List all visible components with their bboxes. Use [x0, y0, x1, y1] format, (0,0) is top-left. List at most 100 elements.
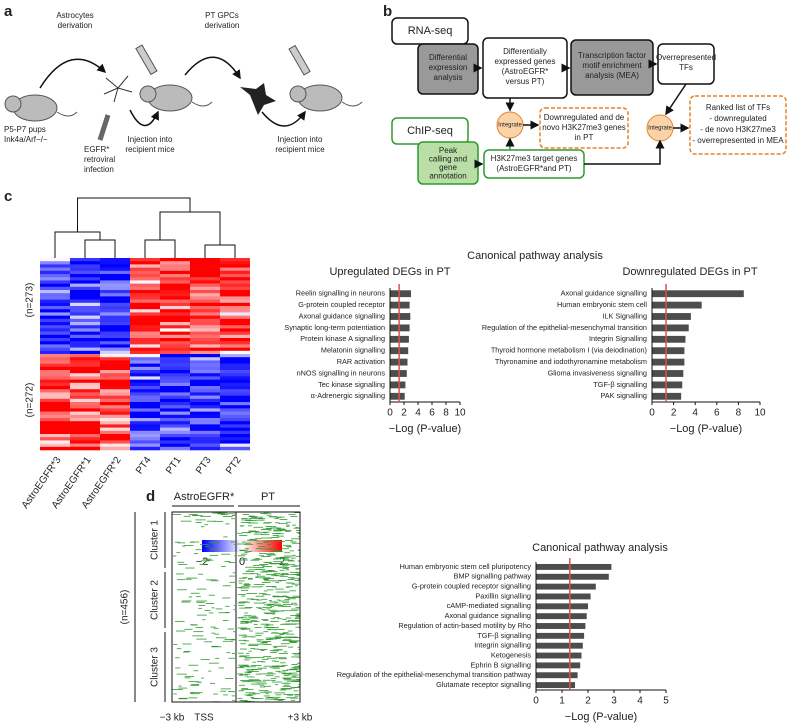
heatmap-cell — [100, 354, 130, 358]
heatmap-cell — [40, 309, 70, 313]
heatmap-cell — [100, 344, 130, 348]
chart-title: Upregulated DEGs in PT — [329, 266, 450, 278]
panel-label: c — [4, 188, 12, 205]
heatmap-cell — [190, 280, 220, 284]
category-label: Melatonin signalling — [321, 346, 385, 355]
heatmap-cell — [100, 306, 130, 310]
heatmap-cell — [40, 322, 70, 326]
heatmap-cell — [190, 373, 220, 377]
category-label: Glutamate receptor signalling — [436, 680, 531, 689]
heatmap-cell — [70, 414, 100, 419]
heatmap-cell — [70, 421, 100, 425]
heatmap-cell — [190, 318, 220, 323]
bar — [536, 583, 596, 590]
heatmap-cell — [190, 293, 220, 297]
bar — [652, 335, 686, 343]
heatmap-cell — [100, 322, 130, 326]
heatmap-cell — [40, 430, 70, 435]
heatmap-cell — [160, 427, 190, 432]
heatmap-cell — [220, 350, 250, 355]
heatmap-cell — [160, 379, 190, 384]
heatmap-cell — [130, 274, 160, 278]
category-label: Regulation of the epithelial-mesenchymal… — [482, 323, 647, 332]
heatmap-cell — [220, 328, 250, 332]
mouse-tail — [341, 101, 363, 107]
heatmap-cell — [40, 334, 70, 339]
heatmap-cell — [190, 366, 220, 371]
category-label: α-Adrenergic signalling — [311, 391, 385, 400]
heatmap-cell — [160, 261, 190, 265]
bar — [536, 603, 588, 610]
heatmap-cell — [70, 277, 100, 281]
heatmap-cell — [160, 402, 190, 406]
heatmap-cell — [220, 331, 250, 336]
heatmap-cell — [220, 293, 250, 297]
heatmap-cell — [70, 411, 100, 416]
category-label: Human embryonic stem cell pluripotency — [400, 562, 532, 571]
heatmap-cell — [100, 299, 130, 304]
heatmap-cell — [160, 430, 190, 435]
heatmap-cell — [220, 402, 250, 406]
heatmap-cell — [100, 437, 130, 441]
heatmap-cell — [190, 370, 220, 374]
heatmap-cell — [100, 315, 130, 320]
heatmap-cell — [190, 357, 220, 361]
heatmap-cell — [220, 437, 250, 441]
heatmap-cell — [100, 274, 130, 278]
heatmap-cell — [130, 360, 160, 364]
heatmap-cell — [100, 296, 130, 300]
bar — [390, 392, 405, 400]
heatmap-cell — [70, 354, 100, 358]
heatmap-cell — [160, 347, 190, 352]
heatmap-cell — [220, 312, 250, 316]
heatmap-cell — [130, 338, 160, 342]
heatmap-cell — [100, 376, 130, 380]
heatmap-cell — [190, 392, 220, 396]
bar — [390, 381, 406, 389]
heatmap-cell — [130, 261, 160, 265]
heatmap-cell — [100, 411, 130, 416]
heatmap-cell — [130, 350, 160, 355]
heatmap-cell — [160, 411, 190, 416]
heatmap-cell — [70, 446, 100, 451]
heatmap-cell — [190, 299, 220, 304]
heatmap-cell — [160, 318, 190, 323]
heatmap-cell — [70, 386, 100, 390]
heatmap-cell — [70, 315, 100, 320]
mouse-tail — [191, 101, 213, 107]
heatmap-cell — [40, 306, 70, 310]
label: +3 kb — [288, 713, 313, 724]
mouse-head — [139, 85, 157, 103]
x-tick-label: 8 — [443, 408, 449, 419]
gpc — [240, 83, 276, 115]
heatmap-cell — [130, 341, 160, 345]
heatmap-cell — [130, 411, 160, 416]
bar — [536, 593, 591, 600]
label: −3 kb — [160, 713, 185, 724]
heatmap-cell — [40, 402, 70, 406]
heatmap-cell — [70, 360, 100, 364]
label: Ink4a/Arf−/− — [4, 135, 48, 144]
syringe — [288, 44, 311, 76]
heatmap-cell — [40, 261, 70, 265]
heatmap-cell — [190, 296, 220, 300]
x-tick-label: 4 — [415, 408, 421, 419]
heatmap-cell — [100, 434, 130, 438]
heatmap-cell — [190, 354, 220, 358]
heatmap-cell — [40, 286, 70, 291]
heatmap-cell — [40, 446, 70, 451]
x-tick-label: 6 — [429, 408, 435, 419]
heatmap-cell — [70, 309, 100, 313]
heatmap-cell — [160, 357, 190, 361]
heatmap-cell — [70, 437, 100, 441]
heatmap-cell — [40, 267, 70, 272]
heatmap-cell — [190, 402, 220, 406]
heatmap-cell — [70, 331, 100, 336]
heatmap-cell — [100, 286, 130, 291]
heatmap-cell — [190, 277, 220, 281]
heatmap-cell — [190, 344, 220, 348]
heatmap-cell — [190, 267, 220, 272]
label: Overrepresented — [656, 53, 716, 62]
label: TFs — [679, 63, 693, 72]
bar — [652, 381, 683, 389]
